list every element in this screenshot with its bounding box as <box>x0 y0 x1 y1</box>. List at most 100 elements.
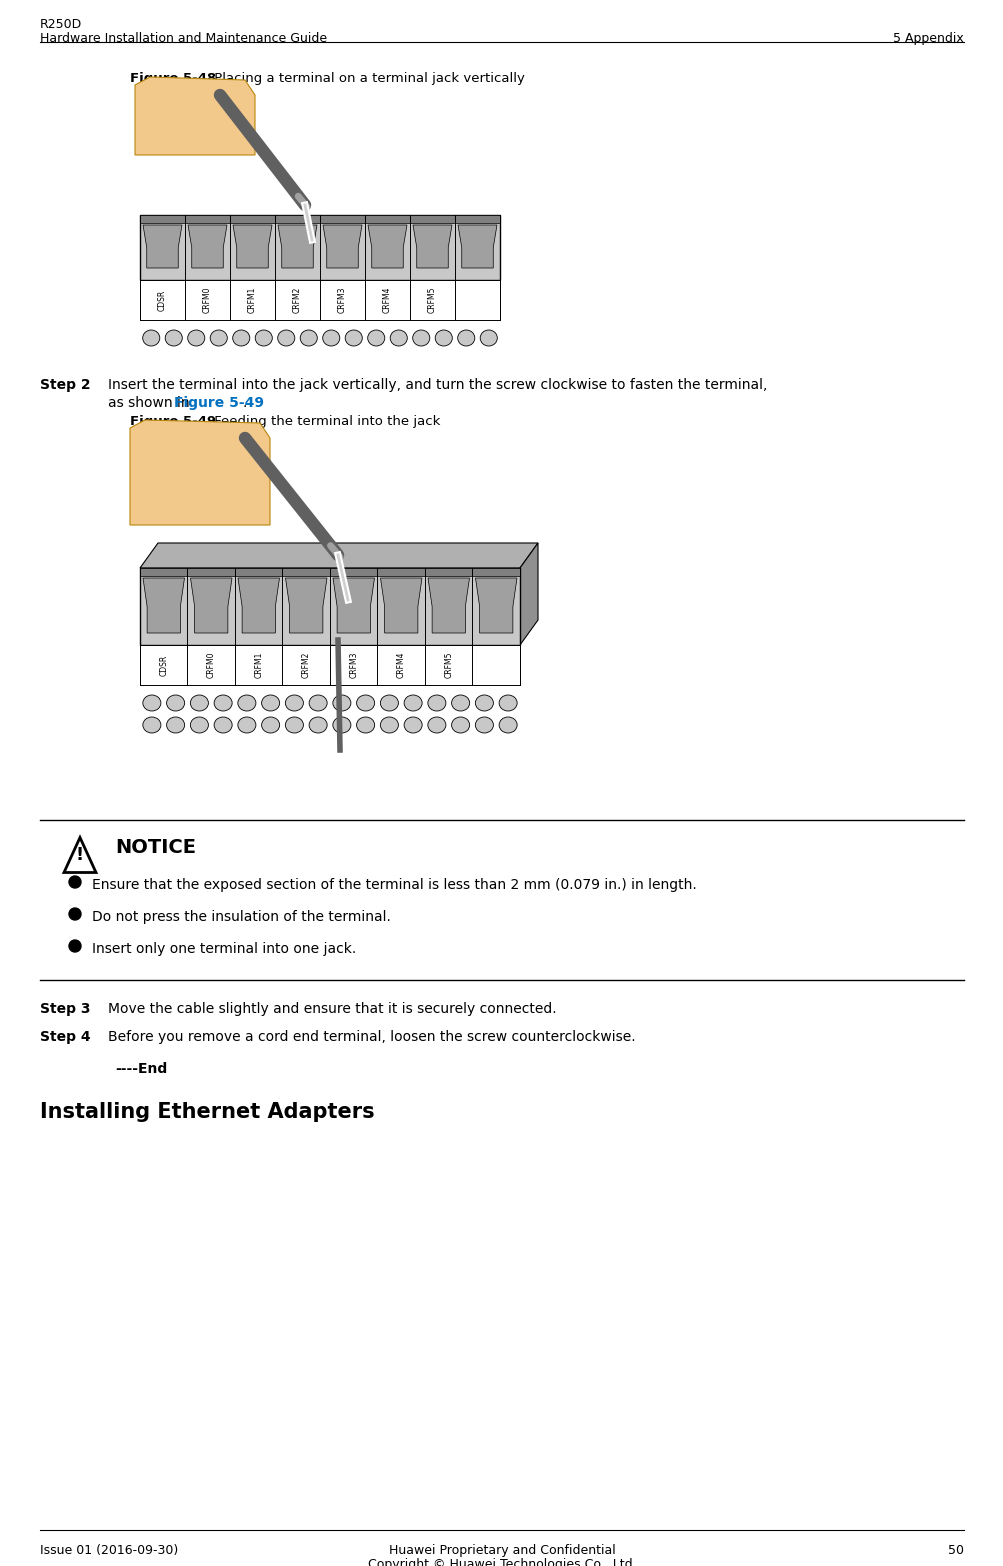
Polygon shape <box>475 578 517 633</box>
Ellipse shape <box>451 695 469 711</box>
Polygon shape <box>129 420 270 525</box>
Polygon shape <box>64 838 96 872</box>
Ellipse shape <box>166 695 185 711</box>
Text: CRFM1: CRFM1 <box>248 287 257 313</box>
Ellipse shape <box>498 695 517 711</box>
Text: Insert only one terminal into one jack.: Insert only one terminal into one jack. <box>92 943 356 955</box>
Text: Huawei Proprietary and Confidential: Huawei Proprietary and Confidential <box>388 1544 615 1557</box>
Ellipse shape <box>210 330 227 346</box>
Polygon shape <box>139 543 538 568</box>
Text: ----End: ----End <box>115 1062 168 1076</box>
Text: CRFM5: CRFM5 <box>427 287 436 313</box>
Ellipse shape <box>214 695 232 711</box>
Ellipse shape <box>285 695 303 711</box>
Text: Insert the terminal into the jack vertically, and turn the screw clockwise to fa: Insert the terminal into the jack vertic… <box>108 377 766 392</box>
Ellipse shape <box>474 695 492 711</box>
Text: CDSR: CDSR <box>159 655 169 675</box>
Polygon shape <box>142 578 185 633</box>
Ellipse shape <box>479 330 496 346</box>
Text: Ensure that the exposed section of the terminal is less than 2 mm (0.079 in.) in: Ensure that the exposed section of the t… <box>92 879 696 893</box>
Polygon shape <box>333 578 374 633</box>
Polygon shape <box>285 578 327 633</box>
Polygon shape <box>323 226 362 268</box>
Ellipse shape <box>262 695 280 711</box>
Ellipse shape <box>238 695 256 711</box>
Polygon shape <box>278 226 317 268</box>
Text: CRFM0: CRFM0 <box>203 287 212 313</box>
Text: as shown in: as shown in <box>108 396 194 410</box>
Text: Step 4: Step 4 <box>40 1030 90 1045</box>
Text: Step 3: Step 3 <box>40 1002 90 1016</box>
Ellipse shape <box>457 330 474 346</box>
Text: Move the cable slightly and ensure that it is securely connected.: Move the cable slightly and ensure that … <box>108 1002 556 1016</box>
Text: Figure 5-49: Figure 5-49 <box>129 415 216 428</box>
Polygon shape <box>142 226 182 268</box>
Text: CRFM2: CRFM2 <box>293 287 302 313</box>
Ellipse shape <box>322 330 339 346</box>
Text: 50: 50 <box>947 1544 963 1557</box>
Ellipse shape <box>390 330 407 346</box>
Ellipse shape <box>142 695 160 711</box>
Ellipse shape <box>333 717 351 733</box>
Bar <box>139 568 520 645</box>
Ellipse shape <box>427 717 445 733</box>
Ellipse shape <box>309 717 327 733</box>
Bar <box>139 645 520 684</box>
Polygon shape <box>412 226 451 268</box>
Text: Placing a terminal on a terminal jack vertically: Placing a terminal on a terminal jack ve… <box>210 72 525 85</box>
Bar <box>129 428 530 750</box>
Polygon shape <box>238 578 279 633</box>
Text: 5 Appendix: 5 Appendix <box>893 31 963 45</box>
Text: Issue 01 (2016-09-30): Issue 01 (2016-09-30) <box>40 1544 179 1557</box>
Polygon shape <box>520 543 538 645</box>
Ellipse shape <box>434 330 451 346</box>
Text: Figure 5-49: Figure 5-49 <box>174 396 264 410</box>
Ellipse shape <box>285 717 303 733</box>
Bar <box>129 85 510 345</box>
Ellipse shape <box>142 717 160 733</box>
Text: CRFM1: CRFM1 <box>254 651 263 678</box>
Ellipse shape <box>300 330 317 346</box>
Ellipse shape <box>166 717 185 733</box>
Bar <box>139 215 499 222</box>
Ellipse shape <box>191 695 209 711</box>
Ellipse shape <box>255 330 272 346</box>
Ellipse shape <box>142 330 159 346</box>
Ellipse shape <box>214 717 232 733</box>
Ellipse shape <box>412 330 429 346</box>
Ellipse shape <box>165 330 183 346</box>
Polygon shape <box>368 226 406 268</box>
Text: CRFM2: CRFM2 <box>302 651 311 678</box>
Ellipse shape <box>238 717 256 733</box>
Text: Feeding the terminal into the jack: Feeding the terminal into the jack <box>210 415 440 428</box>
Bar <box>139 568 520 576</box>
Text: CRFM3: CRFM3 <box>349 651 358 678</box>
Polygon shape <box>427 578 469 633</box>
Ellipse shape <box>380 717 398 733</box>
Ellipse shape <box>262 717 280 733</box>
Ellipse shape <box>403 695 421 711</box>
Ellipse shape <box>356 695 374 711</box>
Text: CRFM4: CRFM4 <box>382 287 391 313</box>
Polygon shape <box>380 578 421 633</box>
Ellipse shape <box>309 695 327 711</box>
Ellipse shape <box>498 717 517 733</box>
Circle shape <box>69 940 81 952</box>
Ellipse shape <box>188 330 205 346</box>
Text: CRFM0: CRFM0 <box>207 651 216 678</box>
Text: CRFM3: CRFM3 <box>338 287 347 313</box>
Text: Installing Ethernet Adapters: Installing Ethernet Adapters <box>40 1102 374 1121</box>
Polygon shape <box>457 226 496 268</box>
Ellipse shape <box>451 717 469 733</box>
Ellipse shape <box>403 717 421 733</box>
Text: Hardware Installation and Maintenance Guide: Hardware Installation and Maintenance Gu… <box>40 31 327 45</box>
Circle shape <box>69 908 81 919</box>
Text: CRFM4: CRFM4 <box>396 651 405 678</box>
Ellipse shape <box>427 695 445 711</box>
Polygon shape <box>233 226 272 268</box>
Text: CDSR: CDSR <box>157 290 166 310</box>
Text: Step 2: Step 2 <box>40 377 90 392</box>
Circle shape <box>69 875 81 888</box>
Ellipse shape <box>474 717 492 733</box>
Bar <box>139 280 499 319</box>
